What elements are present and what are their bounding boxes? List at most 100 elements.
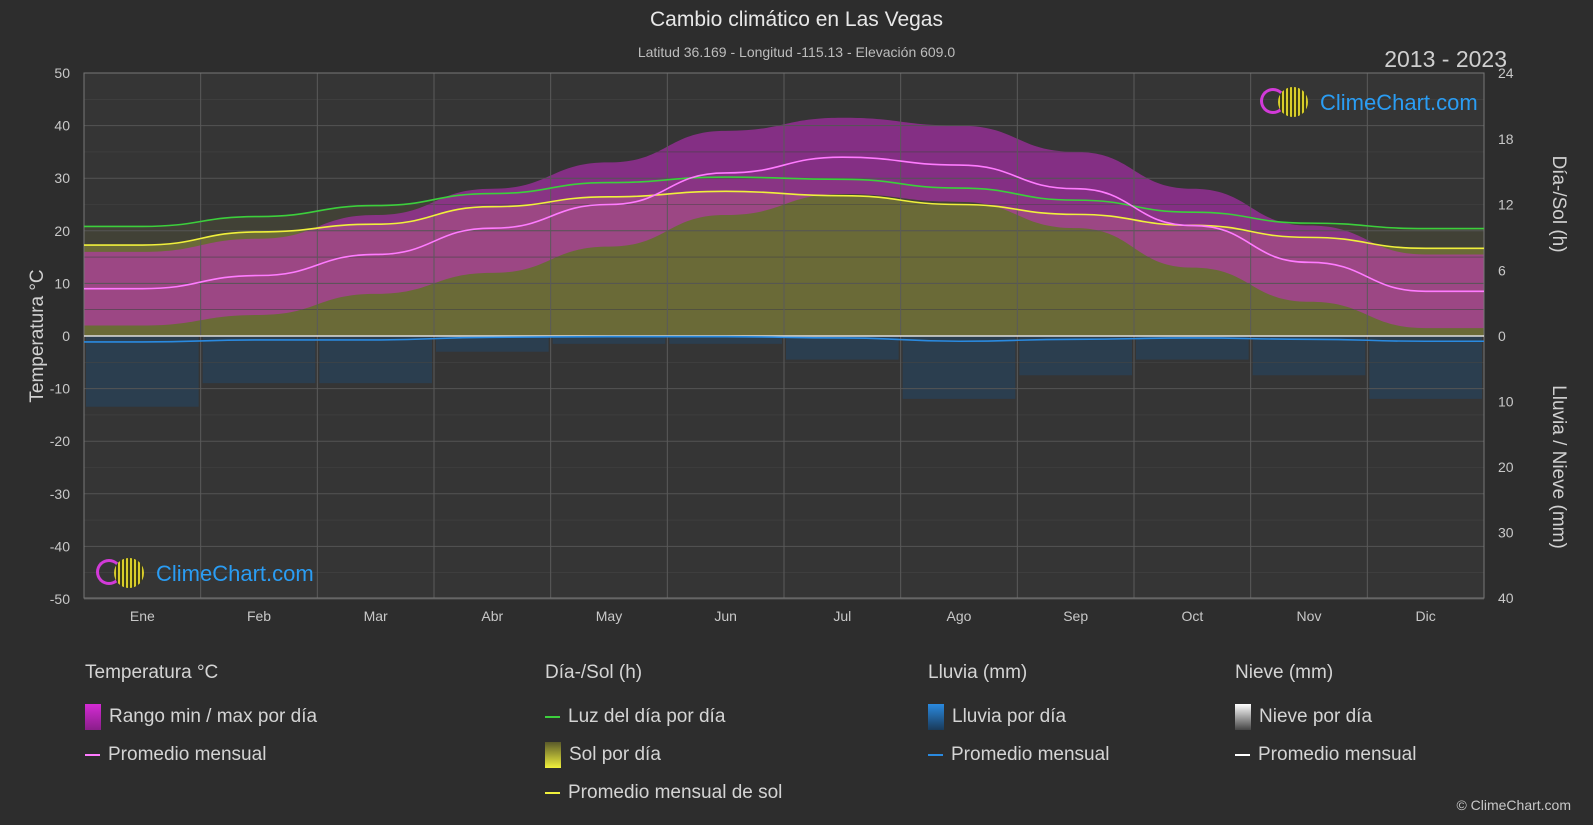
- legend-snow-title: Nieve (mm): [1235, 662, 1334, 683]
- legend-item-snow-daily: Nieve por día: [1235, 698, 1416, 736]
- y-right-top-tick: 18: [1498, 131, 1514, 147]
- legend-snow: Nieve (mm) Nieve por día Promedio mensua…: [1235, 662, 1416, 774]
- right-bottom-axis-label: Lluvia / Nieve (mm): [1548, 385, 1569, 549]
- legend-temperature: Temperatura °C Rango min / max por día P…: [85, 662, 317, 774]
- legend-label: Luz del día por día: [568, 706, 726, 727]
- rain-bar: [319, 336, 432, 384]
- y-left-tick: 30: [54, 170, 70, 186]
- rain-avg-line: [84, 335, 1484, 343]
- legend-rain-title: Lluvia (mm): [928, 662, 1028, 683]
- legend-label: Nieve por día: [1259, 706, 1373, 727]
- data-bands: [84, 117, 1484, 407]
- y-left-tick: -40: [50, 538, 70, 554]
- y-right-top-tick: 6: [1498, 262, 1506, 278]
- plot-background: [84, 73, 1484, 598]
- y-right-bottom-tick: 20: [1498, 459, 1514, 475]
- x-tick: Jul: [833, 608, 851, 624]
- plot-border: [83, 72, 1485, 599]
- y-left-tick: -50: [50, 591, 70, 607]
- y-right-bottom-tick: 10: [1498, 394, 1514, 410]
- temp-range-swatch: [85, 704, 101, 730]
- sunshine-area: [84, 191, 1484, 336]
- y-left-tick: 50: [54, 65, 70, 81]
- y-left-tick: -30: [50, 486, 70, 502]
- legend-rain: Lluvia (mm) Lluvia por día Promedio mens…: [928, 662, 1109, 774]
- left-axis-label: Temperatura °C: [27, 269, 48, 402]
- rain-bar: [1019, 336, 1132, 376]
- x-tick: Feb: [247, 608, 271, 624]
- legend-item-sun: Sol por día: [545, 736, 782, 774]
- legend-item-rain-avg: Promedio mensual: [928, 736, 1109, 774]
- legend-label: Promedio mensual: [1258, 744, 1417, 765]
- legend-label: Rango min / max por día: [109, 706, 318, 727]
- rain-swatch: [928, 704, 944, 730]
- sun-swatch: [545, 742, 561, 768]
- rain-bar: [202, 336, 316, 384]
- legend-daysun: Día-/Sol (h) Luz del día por día Sol por…: [545, 662, 782, 812]
- logo-icon: [1258, 86, 1314, 120]
- copyright: © ClimeChart.com: [1456, 797, 1571, 813]
- rain-bar: [1136, 336, 1249, 360]
- daylight-line: [83, 176, 1484, 230]
- legend-temperature-title: Temperatura °C: [85, 662, 219, 683]
- rain-bar: [86, 336, 199, 407]
- legend-item-temp-range: Rango min / max por día: [85, 698, 317, 736]
- x-tick: Ago: [947, 608, 972, 624]
- logo-text: ClimeChart.com: [156, 561, 314, 586]
- tick-labels: 50403020100-10-20-30-40-5024181260102030…: [50, 65, 1514, 624]
- logo-icon: [94, 557, 150, 591]
- rain-bar: [1252, 336, 1366, 376]
- legend-item-temp-avg: Promedio mensual: [85, 736, 317, 774]
- chart-title: Cambio climático en Las Vegas: [650, 8, 943, 31]
- data-lines: [83, 156, 1484, 343]
- y-left-tick: 40: [54, 118, 70, 134]
- logo-text: ClimeChart.com: [1320, 90, 1478, 115]
- y-left-tick: 0: [62, 328, 70, 344]
- rain-bar: [1369, 336, 1482, 399]
- legend-item-rain-daily: Lluvia por día: [928, 698, 1109, 736]
- legend-item-daylight: Luz del día por día: [545, 698, 782, 736]
- x-tick: Abr: [481, 608, 503, 624]
- y-right-top-tick: 0: [1498, 328, 1506, 344]
- y-left-tick: -10: [50, 381, 70, 397]
- legend-label: Promedio mensual: [108, 744, 267, 765]
- logo-top[interactable]: ClimeChart.com: [1258, 86, 1478, 120]
- rain-bar: [786, 336, 899, 360]
- legend-daysun-title: Día-/Sol (h): [545, 662, 643, 683]
- snow-swatch: [1235, 704, 1251, 730]
- x-tick: Mar: [364, 608, 388, 624]
- legend-item-sun-avg: Promedio mensual de sol: [545, 774, 782, 812]
- rain-bar: [436, 336, 549, 352]
- y-right-bottom-tick: 30: [1498, 525, 1514, 541]
- y-left-tick: -20: [50, 433, 70, 449]
- rain-bar: [669, 336, 782, 344]
- sun-avg-swatch: [545, 792, 560, 794]
- y-right-bottom-tick: 40: [1498, 590, 1514, 606]
- legend-item-snow-avg: Promedio mensual: [1235, 736, 1416, 774]
- x-tick: Sep: [1063, 608, 1088, 624]
- temp-avg-line: [83, 156, 1484, 293]
- x-tick: Jun: [714, 608, 737, 624]
- year-range: 2013 - 2023: [1384, 46, 1507, 72]
- rain-bar: [902, 336, 1016, 399]
- x-tick: Oct: [1181, 608, 1203, 624]
- snow-avg-swatch: [1235, 754, 1250, 756]
- legend-label: Promedio mensual: [951, 744, 1110, 765]
- rain-avg-swatch: [928, 754, 943, 756]
- x-tick: Ene: [130, 608, 155, 624]
- plot-area: [84, 73, 1484, 598]
- rain-bar: [552, 336, 666, 344]
- daylight-area: [84, 177, 1484, 336]
- x-tick: Dic: [1416, 608, 1436, 624]
- legend-label: Lluvia por día: [952, 706, 1067, 727]
- y-right-top-tick: 12: [1498, 197, 1514, 213]
- y-left-tick: 10: [54, 275, 70, 291]
- x-tick: Nov: [1297, 608, 1322, 624]
- daylight-swatch: [545, 716, 560, 718]
- temp-range-band: [84, 117, 1484, 329]
- logo-bottom[interactable]: ClimeChart.com: [94, 557, 314, 591]
- grid: [83, 72, 1485, 600]
- x-tick: May: [596, 608, 622, 624]
- y-left-tick: 20: [54, 223, 70, 239]
- sun-avg-line: [84, 190, 1484, 250]
